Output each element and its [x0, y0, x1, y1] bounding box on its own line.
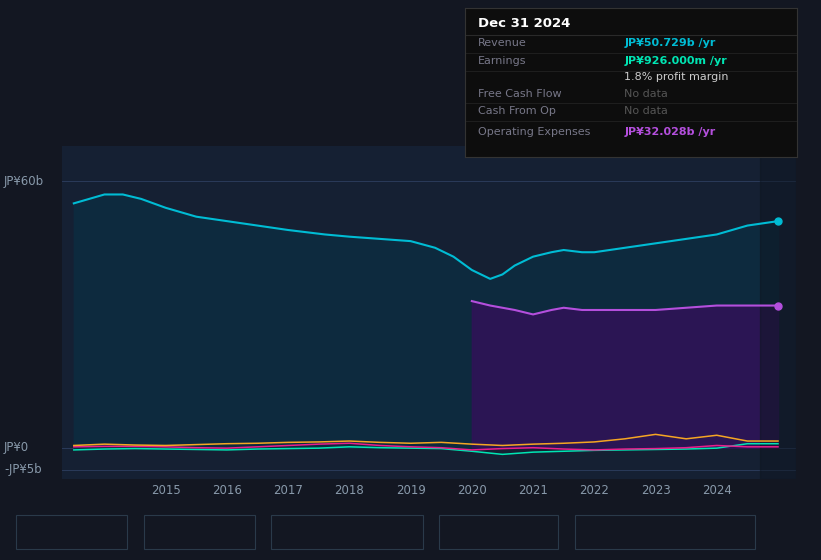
- Text: ●: ●: [447, 528, 456, 538]
- Text: Free Cash Flow: Free Cash Flow: [294, 526, 383, 540]
- Text: ●: ●: [151, 528, 161, 538]
- Text: Operating Expenses: Operating Expenses: [598, 526, 717, 540]
- Text: Operating Expenses: Operating Expenses: [478, 127, 590, 137]
- Text: Dec 31 2024: Dec 31 2024: [478, 17, 571, 30]
- Text: Revenue: Revenue: [39, 526, 91, 540]
- Text: ●: ●: [278, 528, 288, 538]
- Text: No data: No data: [624, 88, 668, 99]
- Text: ●: ●: [24, 528, 34, 538]
- Bar: [759, 146, 796, 479]
- Text: Earnings: Earnings: [167, 526, 218, 540]
- Text: Cash From Op: Cash From Op: [478, 106, 556, 116]
- Text: -JP¥5b: -JP¥5b: [4, 464, 42, 477]
- Text: No data: No data: [624, 106, 668, 116]
- Text: JP¥50.729b /yr: JP¥50.729b /yr: [624, 38, 716, 48]
- Text: Cash From Op: Cash From Op: [462, 526, 544, 540]
- Text: Revenue: Revenue: [478, 38, 527, 48]
- Text: 1.8% profit margin: 1.8% profit margin: [624, 72, 729, 82]
- Text: Free Cash Flow: Free Cash Flow: [478, 88, 562, 99]
- Text: ●: ●: [582, 528, 592, 538]
- Text: JP¥926.000m /yr: JP¥926.000m /yr: [624, 56, 727, 66]
- Text: JP¥0: JP¥0: [4, 441, 30, 454]
- Text: JP¥32.028b /yr: JP¥32.028b /yr: [624, 127, 716, 137]
- Text: Earnings: Earnings: [478, 56, 526, 66]
- Text: JP¥60b: JP¥60b: [4, 175, 44, 188]
